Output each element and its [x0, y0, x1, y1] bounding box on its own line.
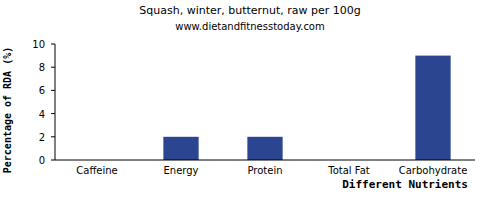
y-tick: [51, 90, 55, 91]
bars: [163, 56, 450, 160]
chart-svg: Squash, winter, butternut, raw per 100g w…: [0, 0, 500, 200]
chart-container: Squash, winter, butternut, raw per 100g w…: [0, 0, 500, 200]
x-tick-label: Caffeine: [76, 165, 117, 176]
bar: [247, 137, 282, 160]
y-tick: [51, 160, 55, 161]
y-tick-label: 4: [39, 109, 45, 120]
x-axis: [55, 160, 475, 161]
y-tick: [51, 44, 55, 45]
y-tick: [51, 67, 55, 68]
x-tick-label: Protein: [247, 165, 282, 176]
x-tick-label: Carbohydrate: [399, 165, 468, 176]
x-tick-label: Energy: [163, 165, 198, 176]
y-tick: [51, 136, 55, 137]
y-tick-label: 6: [39, 85, 45, 96]
bar: [163, 137, 198, 160]
subtitle: www.dietandfitnesstoday.com: [175, 21, 324, 32]
y-axis-label: Percentage of RDA (%): [2, 47, 13, 173]
title: Squash, winter, butternut, raw per 100g: [139, 4, 360, 17]
y-tick-label: 2: [39, 132, 45, 143]
y-tick-label: 0: [39, 155, 45, 166]
y-axis: [55, 44, 56, 160]
bar: [415, 56, 450, 160]
y-tick-label: 10: [32, 39, 45, 50]
y-tick: [51, 113, 55, 114]
x-tick-label: Total Fat: [327, 165, 369, 176]
x-axis-label: Different Nutrients: [342, 178, 468, 191]
y-tick-label: 8: [39, 62, 45, 73]
